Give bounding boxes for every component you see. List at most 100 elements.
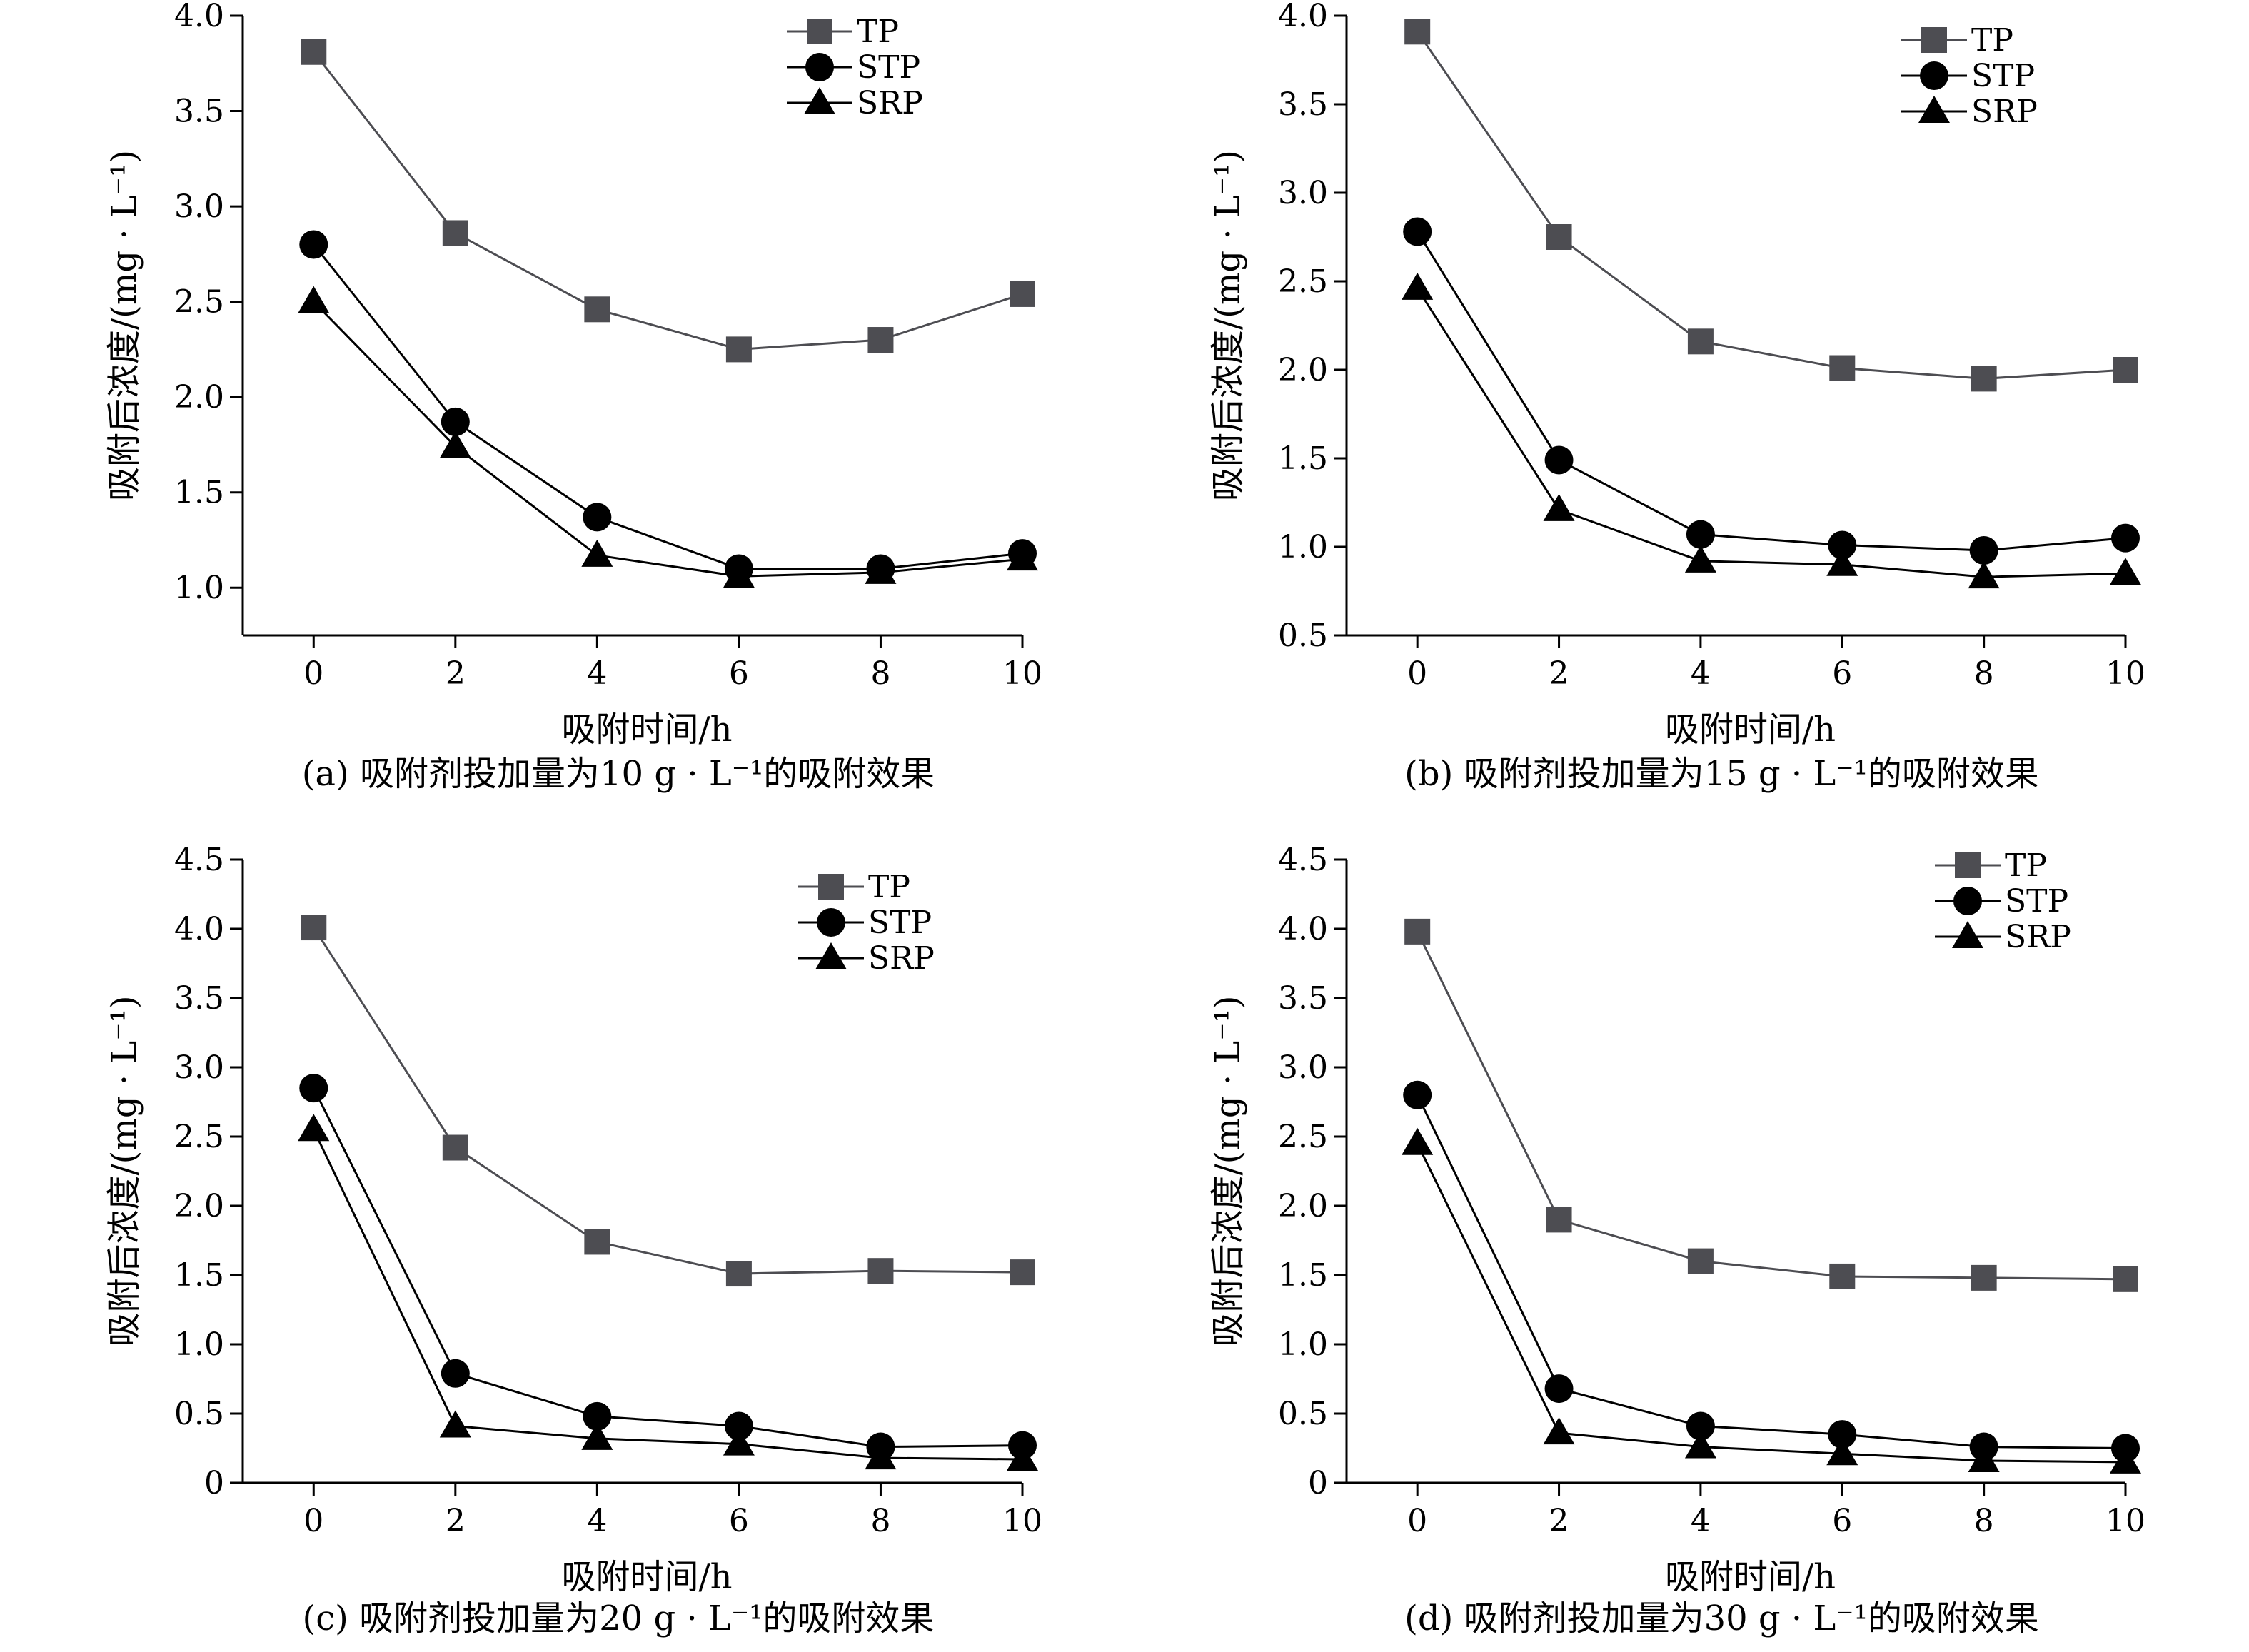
- x-tick-label: 2: [446, 1503, 466, 1539]
- legend-label: SRP: [2005, 919, 2071, 955]
- x-axis-label: 吸附时间/h: [1665, 1557, 1836, 1597]
- data-point: [439, 1410, 471, 1438]
- chart-panel-2: 0.5 1.0 1.5 2.0 2.5 3.0 3.5 4.0 0 2 4 6 8 10 吸附时间/h 吸附后…: [1208, 0, 2145, 794]
- y-tick-label: 3.5: [1278, 86, 1328, 123]
- series-line: [1416, 231, 2126, 552]
- y-tick-label: 0: [1308, 1465, 1328, 1501]
- data-point: [1403, 217, 1432, 246]
- y-tick-label: 4.5: [174, 842, 224, 878]
- legend-label: STP: [1971, 58, 2035, 94]
- data-point: [1968, 1444, 2000, 1472]
- series-line: [1416, 931, 2126, 1281]
- x-tick-label: 6: [729, 655, 749, 692]
- data-point: [2113, 357, 2138, 383]
- x-tick-label: 8: [870, 1503, 890, 1539]
- x-tick-label: 10: [1002, 1503, 1042, 1539]
- data-point: [2110, 1446, 2141, 1474]
- y-tick-label: 1.5: [174, 1257, 224, 1294]
- x-tick-label: 10: [1002, 655, 1042, 692]
- series-STP: [1403, 1080, 2140, 1463]
- y-axis-label: 吸附后浓度/(mg · L⁻¹): [104, 150, 144, 501]
- x-axis-label: 吸附时间/h: [561, 710, 732, 750]
- x-tick-label: 8: [870, 655, 890, 692]
- data-point: [1968, 561, 2000, 589]
- series-TP: [1404, 918, 2138, 1292]
- legend-label: STP: [868, 905, 932, 941]
- legend-marker: [817, 908, 845, 937]
- legend-label: TP: [857, 14, 899, 50]
- y-tick-label: 1.0: [1278, 529, 1328, 565]
- chart-panel-3: 0 0.5 1.0 1.5 2.0 2.5 3.0 3.5 4.0 4.5 0 2 4 6 8 10 吸附时间/…: [104, 842, 1042, 1638]
- x-tick-label: 10: [2105, 1503, 2145, 1539]
- series-TP: [1404, 19, 2138, 392]
- chart-panel-1: 1.0 1.5 2.0 2.5 3.0 3.5 4.0 0 2 4 6 8 10 吸附时间/h 吸附后浓度/…: [104, 0, 1042, 794]
- data-point: [581, 539, 613, 567]
- y-tick-label: 0: [204, 1465, 224, 1501]
- data-point: [298, 286, 330, 313]
- x-tick-label: 4: [1691, 1503, 1711, 1539]
- x-tick-label: 0: [1407, 655, 1427, 692]
- y-tick-label: 4.0: [1278, 0, 1328, 34]
- x-tick-label: 0: [303, 655, 323, 692]
- series-SRP: [1402, 272, 2141, 589]
- data-point: [1404, 918, 1431, 945]
- data-point: [1686, 1411, 1715, 1441]
- data-point: [1826, 548, 1858, 576]
- data-point: [1543, 493, 1575, 521]
- y-tick-label: 1.0: [1278, 1326, 1328, 1363]
- y-tick-label: 4.0: [1278, 911, 1328, 947]
- data-point: [1684, 1431, 1716, 1459]
- y-tick-label: 1.0: [174, 570, 224, 606]
- y-tick-label: 3.5: [1278, 980, 1328, 1017]
- legend-marker: [1921, 27, 1947, 53]
- y-tick-label: 3.5: [174, 980, 224, 1017]
- panel-caption: (d) 吸附剂投加量为30 g · L⁻¹的吸附效果: [1404, 1598, 2039, 1638]
- data-point: [442, 220, 468, 246]
- y-tick-label: 1.0: [174, 1326, 224, 1363]
- series-line: [313, 243, 1023, 570]
- data-point: [1684, 545, 1716, 573]
- y-tick-label: 0.5: [1278, 618, 1328, 654]
- series-line: [312, 1129, 1023, 1461]
- data-point: [1403, 1080, 1432, 1109]
- data-point: [1826, 1438, 1858, 1466]
- x-tick-label: 0: [303, 1503, 323, 1539]
- y-tick-label: 2.0: [1278, 352, 1328, 388]
- data-point: [583, 503, 612, 532]
- data-point: [723, 1428, 755, 1456]
- legend-label: STP: [857, 49, 920, 86]
- series-STP: [299, 230, 1037, 583]
- series-STP: [1403, 217, 2140, 565]
- data-point: [583, 1401, 612, 1431]
- data-point: [1686, 520, 1715, 549]
- legend-marker: [1955, 852, 1981, 878]
- x-tick-label: 6: [729, 1503, 749, 1539]
- y-tick-label: 2.5: [174, 1119, 224, 1155]
- legend-label: TP: [868, 869, 910, 905]
- data-point: [299, 1074, 328, 1103]
- data-point: [1546, 224, 1572, 250]
- legend-marker: [1952, 921, 1983, 948]
- data-point: [581, 1422, 613, 1450]
- y-tick-label: 1.5: [1278, 440, 1328, 477]
- chart-panel-4: 0 0.5 1.0 1.5 2.0 2.5 3.0 3.5 4.0 4.5 0 2 4 6 8 10 吸附时间/…: [1208, 842, 2145, 1638]
- data-point: [723, 560, 755, 588]
- series-SRP: [298, 1114, 1038, 1471]
- legend-marker: [807, 19, 832, 44]
- data-point: [1829, 1263, 1856, 1289]
- data-point: [1971, 1264, 1997, 1291]
- y-tick-label: 3.0: [174, 1049, 224, 1086]
- x-tick-label: 6: [1832, 655, 1852, 692]
- data-point: [867, 1258, 894, 1284]
- legend-marker: [1953, 887, 1982, 915]
- y-tick-label: 4.0: [174, 911, 224, 947]
- data-point: [441, 407, 470, 436]
- y-tick-label: 3.0: [1278, 1049, 1328, 1086]
- x-tick-label: 2: [446, 655, 466, 692]
- series-SRP: [298, 286, 1038, 588]
- data-point: [865, 556, 897, 584]
- panel-caption: (c) 吸附剂投加量为20 g · L⁻¹的吸附效果: [303, 1598, 935, 1638]
- series-line: [1416, 288, 2126, 578]
